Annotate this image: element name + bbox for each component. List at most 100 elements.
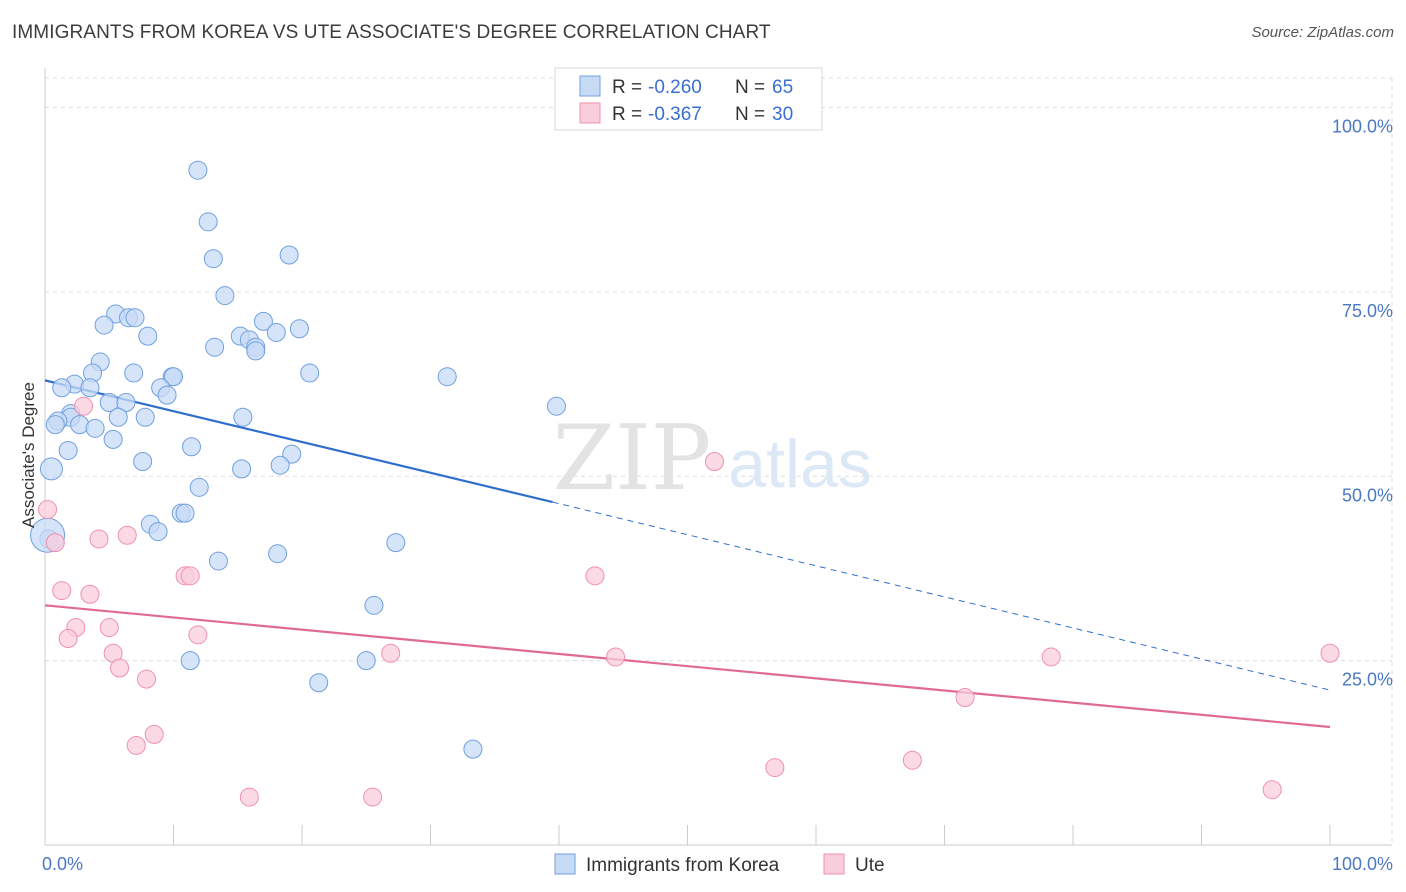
point-0-43 <box>181 437 201 457</box>
point-0-23 <box>300 363 320 383</box>
point-0-54 <box>148 522 168 542</box>
point-0-63 <box>463 739 483 759</box>
legend-n-label-ute: N = <box>735 104 765 125</box>
point-0-20 <box>124 363 144 383</box>
point-0-7 <box>125 308 145 328</box>
legend-n-value-korea: 65 <box>772 77 793 98</box>
y-tick-label-2: 75.0% <box>1342 301 1393 321</box>
point-0-9 <box>253 311 273 331</box>
point-0-27 <box>80 378 100 398</box>
point-0-3 <box>215 286 235 306</box>
point-1-20 <box>110 658 130 678</box>
source-label: Source: ZipAtlas.com <box>1251 24 1394 41</box>
point-0-11 <box>266 322 286 342</box>
point-0-17 <box>205 337 225 357</box>
x-tick-label-1: 100.0% <box>1332 854 1393 874</box>
point-0-58 <box>208 551 228 571</box>
point-0-42 <box>103 429 123 449</box>
point-1-26 <box>765 758 785 778</box>
point-1-9 <box>180 566 200 586</box>
axes <box>44 68 1392 846</box>
point-1-12 <box>99 617 119 637</box>
point-0-12 <box>138 326 158 346</box>
point-0-61 <box>356 651 376 671</box>
point-1-6 <box>52 581 72 601</box>
point-0-44 <box>282 444 302 464</box>
point-1-17 <box>606 647 626 667</box>
trend-line-1 <box>44 604 1331 729</box>
point-0-50 <box>189 477 209 497</box>
point-0-10 <box>289 319 309 339</box>
point-1-7 <box>80 584 100 604</box>
point-1-28 <box>363 787 383 807</box>
series-legend: Immigrants from Korea Ute <box>554 853 885 876</box>
point-0-37 <box>233 407 253 427</box>
point-0-2 <box>203 249 223 269</box>
point-0-60 <box>180 651 200 671</box>
y-tick-labels: 25.0% 50.0% 75.0% 100.0% <box>1332 117 1393 690</box>
point-0-39 <box>45 415 65 435</box>
point-0-55 <box>386 533 406 553</box>
legend-n-label-korea: N = <box>735 77 765 98</box>
chart-title: IMMIGRANTS FROM KOREA VS UTE ASSOCIATE'S… <box>12 22 771 43</box>
bottom-legend-swatch-ute <box>823 853 845 875</box>
legend-r-label-ute: R = <box>612 104 642 125</box>
point-1-22 <box>955 688 975 707</box>
point-1-5 <box>704 452 724 471</box>
point-0-48 <box>232 459 252 479</box>
point-1-25 <box>902 750 922 770</box>
y-tick-label-0: 25.0% <box>1342 670 1393 690</box>
watermark-zip: ZIP <box>553 406 712 511</box>
y-tick-label-1: 50.0% <box>1342 485 1393 505</box>
point-0-52 <box>175 503 195 523</box>
point-0-35 <box>108 407 128 427</box>
point-0-57 <box>268 544 288 564</box>
point-0-45 <box>58 440 78 460</box>
watermark-atlas: atlas <box>728 426 872 502</box>
point-1-4 <box>117 525 137 545</box>
point-0-32 <box>546 396 566 416</box>
point-1-1 <box>45 533 65 553</box>
point-0-24 <box>437 367 457 387</box>
point-1-21 <box>137 669 157 689</box>
point-0-26 <box>52 378 72 398</box>
point-1-14 <box>188 625 208 645</box>
point-1-27 <box>239 787 259 807</box>
legend-r-label-korea: R = <box>612 77 642 98</box>
stats-legend: R = -0.260 N = 65 R = -0.367 N = 30 <box>554 67 823 131</box>
point-1-3 <box>89 529 109 549</box>
point-1-29 <box>1262 780 1282 800</box>
bottom-legend-label-ute: Ute <box>855 855 885 876</box>
point-1-23 <box>144 724 164 744</box>
legend-n-value-ute: 30 <box>772 104 793 125</box>
point-0-8 <box>94 315 114 335</box>
point-0-4 <box>279 245 299 265</box>
point-0-49 <box>39 457 63 481</box>
y-axis-label: Associate's Degree <box>19 382 38 528</box>
point-0-1 <box>198 212 218 232</box>
x-tick-labels: 0.0% 100.0% <box>42 854 1393 874</box>
legend-r-value-ute: -0.367 <box>648 104 702 125</box>
y-tick-label-3: 100.0% <box>1332 117 1393 137</box>
point-1-10 <box>585 566 605 586</box>
bottom-legend-label-korea: Immigrants from Korea <box>586 855 780 876</box>
data-points <box>30 160 1340 807</box>
legend-swatch-korea <box>579 75 601 97</box>
point-1-16 <box>381 643 401 663</box>
point-0-46 <box>133 452 153 471</box>
point-0-59 <box>364 595 384 615</box>
point-1-2 <box>74 396 94 416</box>
bottom-legend-swatch-korea <box>554 853 576 875</box>
x-tick-label-0: 0.0% <box>42 854 83 874</box>
point-0-41 <box>85 418 105 438</box>
point-0-36 <box>135 407 155 427</box>
point-0-0 <box>188 160 208 180</box>
legend-r-value-korea: -0.260 <box>648 77 702 98</box>
point-1-13 <box>58 629 78 648</box>
legend-swatch-ute <box>579 102 601 124</box>
point-1-0 <box>38 499 58 519</box>
point-0-16 <box>246 341 266 361</box>
point-1-19 <box>1320 643 1340 663</box>
point-0-31 <box>116 393 136 412</box>
